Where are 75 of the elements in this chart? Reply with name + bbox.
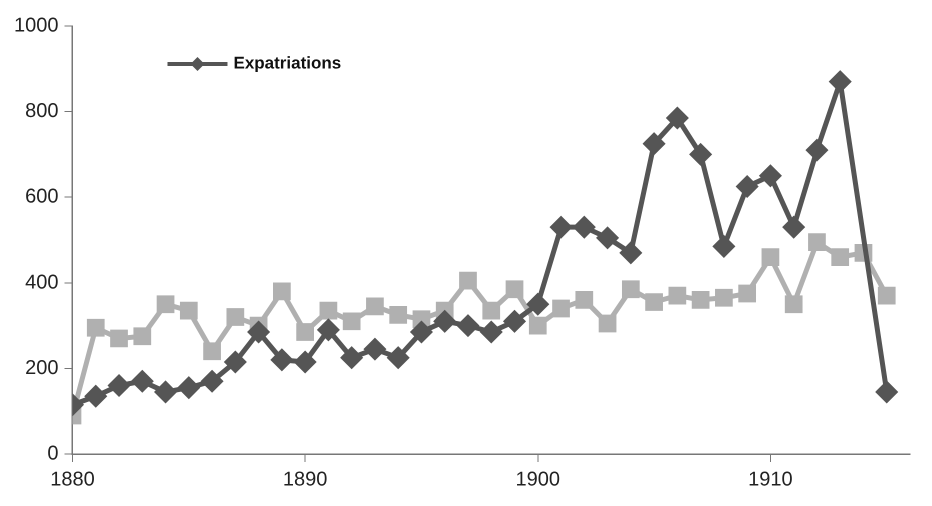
point — [574, 216, 595, 238]
point — [132, 370, 153, 392]
point — [550, 216, 572, 238]
point — [86, 318, 105, 337]
y-tick-label: 400 — [25, 271, 58, 294]
point — [320, 302, 338, 320]
point — [364, 338, 386, 360]
point — [668, 286, 686, 305]
point — [831, 248, 850, 266]
point — [738, 284, 756, 302]
point — [434, 310, 456, 332]
point — [273, 282, 291, 300]
x-tick-label: 1880 — [50, 468, 95, 491]
y-tick-label: 800 — [25, 100, 58, 122]
point — [133, 327, 152, 346]
legend-label: Expatriations — [233, 54, 342, 73]
point — [527, 294, 548, 315]
point — [457, 315, 478, 336]
point — [271, 349, 292, 370]
point — [736, 176, 758, 197]
point — [85, 386, 106, 407]
point — [808, 233, 826, 252]
point — [110, 330, 128, 348]
y-tick-label: 0 — [47, 442, 58, 465]
point — [459, 272, 477, 290]
x-tick-label: 1900 — [516, 468, 560, 491]
point — [366, 297, 384, 316]
point — [202, 370, 223, 392]
point — [155, 381, 176, 402]
point — [597, 227, 618, 248]
x-tick-label: 1890 — [282, 468, 328, 491]
point — [410, 322, 432, 343]
point — [480, 322, 502, 343]
point — [645, 293, 663, 311]
point — [389, 306, 408, 324]
point — [180, 302, 198, 320]
x-tick-label: 1910 — [748, 468, 793, 491]
point — [342, 312, 361, 330]
point — [575, 291, 594, 309]
point — [598, 314, 616, 332]
point — [644, 133, 665, 154]
point — [482, 302, 500, 320]
point — [388, 347, 409, 368]
y-tick-label: 600 — [25, 186, 58, 208]
point — [341, 347, 362, 368]
point — [294, 351, 316, 372]
point — [715, 288, 733, 307]
point — [506, 280, 524, 298]
point — [806, 140, 828, 161]
point — [692, 291, 710, 309]
point — [690, 144, 712, 165]
point — [108, 375, 130, 396]
point — [224, 351, 246, 372]
point — [760, 165, 781, 186]
y-tick-label: 200 — [25, 356, 58, 379]
point — [666, 108, 688, 129]
point — [296, 323, 314, 341]
point — [226, 308, 244, 326]
point — [203, 342, 221, 360]
point — [784, 295, 803, 314]
point — [248, 322, 270, 343]
point — [762, 248, 780, 266]
point — [783, 216, 804, 238]
point — [318, 319, 339, 340]
y-tick-label: 1000 — [14, 14, 58, 37]
point — [504, 310, 526, 332]
point — [552, 300, 570, 318]
point — [528, 316, 547, 334]
point — [878, 286, 896, 305]
point — [156, 295, 174, 314]
point — [178, 377, 200, 398]
point — [713, 236, 734, 257]
point — [620, 242, 642, 264]
point — [622, 280, 640, 298]
point — [876, 381, 898, 402]
